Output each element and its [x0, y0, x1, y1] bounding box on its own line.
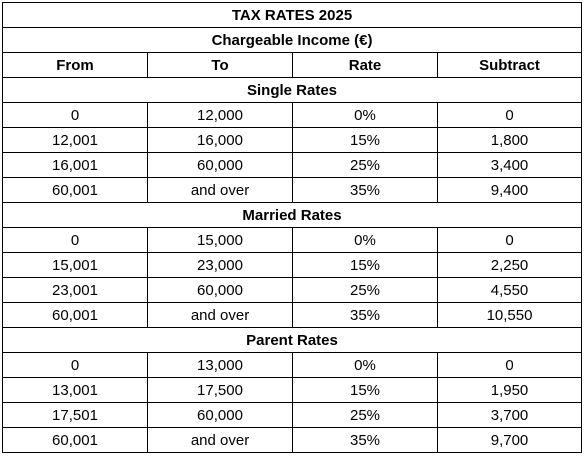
cell-to: 16,000	[147, 127, 293, 153]
cell-subtract: 4,550	[436, 277, 583, 303]
table-row: 0 13,000 0% 0	[2, 352, 583, 378]
cell-rate: 25%	[292, 152, 438, 178]
cell-subtract: 9,400	[436, 177, 583, 203]
cell-from: 15,001	[2, 252, 148, 278]
group-title: Single Rates	[1, 77, 583, 103]
column-header-row: From To Rate Subtract	[2, 52, 583, 78]
cell-to: 13,000	[147, 352, 293, 378]
column-header-subtract: Subtract	[436, 52, 583, 78]
group-title: Married Rates	[1, 202, 583, 228]
cell-rate: 15%	[292, 377, 438, 403]
cell-to: 17,500	[147, 377, 293, 403]
cell-rate: 25%	[292, 402, 438, 428]
table-row: 60,001 and over 35% 9,700	[2, 427, 583, 453]
cell-rate: 0%	[292, 227, 438, 253]
cell-subtract: 10,550	[436, 302, 583, 328]
column-header-from: From	[2, 52, 148, 78]
cell-to: 23,000	[147, 252, 293, 278]
table-row: 12,001 16,000 15% 1,800	[2, 127, 583, 153]
cell-subtract: 0	[436, 102, 583, 128]
column-header-rate: Rate	[292, 52, 438, 78]
cell-from: 16,001	[2, 152, 148, 178]
cell-from: 60,001	[2, 302, 148, 328]
cell-rate: 15%	[292, 127, 438, 153]
table-row: 16,001 60,000 25% 3,400	[2, 152, 583, 178]
table-subtitle: Chargeable Income (€)	[1, 27, 583, 53]
cell-to: 60,000	[147, 402, 293, 428]
cell-rate: 35%	[292, 177, 438, 203]
cell-to: 15,000	[147, 227, 293, 253]
cell-rate: 25%	[292, 277, 438, 303]
cell-to: 60,000	[147, 277, 293, 303]
title-row: TAX RATES 2025	[1, 2, 583, 28]
cell-rate: 0%	[292, 102, 438, 128]
cell-subtract: 2,250	[436, 252, 583, 278]
cell-subtract: 9,700	[436, 427, 583, 453]
cell-from: 0	[2, 102, 148, 128]
cell-to: and over	[147, 302, 293, 328]
cell-subtract: 0	[436, 227, 583, 253]
table-row: 60,001 and over 35% 10,550	[2, 302, 583, 328]
cell-to: and over	[147, 427, 293, 453]
cell-subtract: 1,950	[436, 377, 583, 403]
cell-to: 12,000	[147, 102, 293, 128]
table-row: 0 15,000 0% 0	[2, 227, 583, 253]
table-title: TAX RATES 2025	[1, 2, 583, 28]
cell-subtract: 3,700	[436, 402, 583, 428]
cell-from: 0	[2, 352, 148, 378]
table-row: 15,001 23,000 15% 2,250	[2, 252, 583, 278]
cell-to: and over	[147, 177, 293, 203]
group-header-row-parent-rates: Parent Rates	[1, 327, 583, 353]
cell-from: 0	[2, 227, 148, 253]
table-row: 13,001 17,500 15% 1,950	[2, 377, 583, 403]
cell-rate: 15%	[292, 252, 438, 278]
tax-table-body: TAX RATES 2025 Chargeable Income (€) Fro…	[1, 2, 583, 453]
cell-from: 17,501	[2, 402, 148, 428]
tax-rates-table: TAX RATES 2025 Chargeable Income (€) Fro…	[1, 2, 583, 453]
table-row: 23,001 60,000 25% 4,550	[2, 277, 583, 303]
table-row: 60,001 and over 35% 9,400	[2, 177, 583, 203]
cell-rate: 0%	[292, 352, 438, 378]
cell-subtract: 3,400	[436, 152, 583, 178]
table-row: 0 12,000 0% 0	[2, 102, 583, 128]
cell-from: 13,001	[2, 377, 148, 403]
cell-from: 60,001	[2, 427, 148, 453]
subtitle-row: Chargeable Income (€)	[1, 27, 583, 53]
column-header-to: To	[147, 52, 293, 78]
cell-rate: 35%	[292, 427, 438, 453]
group-title: Parent Rates	[1, 327, 583, 353]
cell-subtract: 1,800	[436, 127, 583, 153]
cell-rate: 35%	[292, 302, 438, 328]
group-header-row-single-rates: Single Rates	[1, 77, 583, 103]
table-row: 17,501 60,000 25% 3,700	[2, 402, 583, 428]
cell-from: 12,001	[2, 127, 148, 153]
group-header-row-married-rates: Married Rates	[1, 202, 583, 228]
cell-to: 60,000	[147, 152, 293, 178]
cell-subtract: 0	[436, 352, 583, 378]
cell-from: 23,001	[2, 277, 148, 303]
cell-from: 60,001	[2, 177, 148, 203]
